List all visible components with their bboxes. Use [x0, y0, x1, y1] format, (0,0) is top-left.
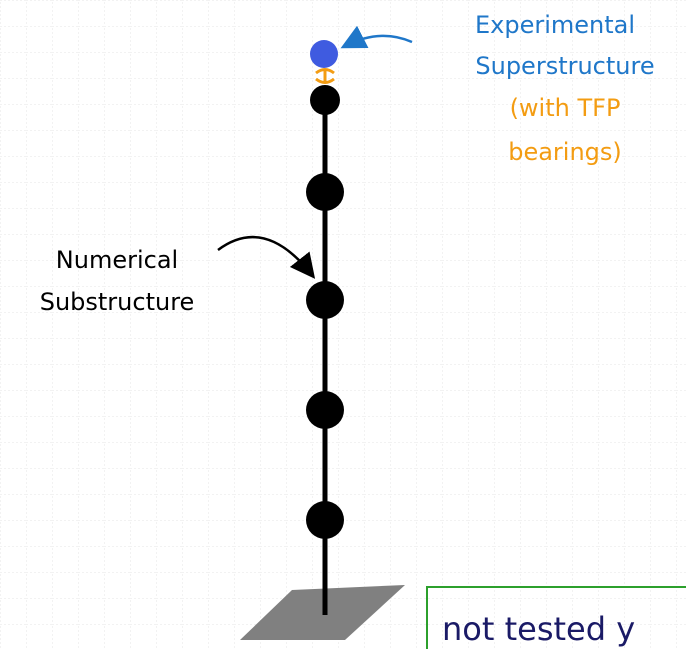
node — [306, 501, 344, 539]
arrow — [217, 235, 316, 279]
node — [306, 391, 344, 429]
node — [306, 173, 344, 211]
note: not tested y — [442, 610, 635, 648]
label: Substructure — [40, 288, 195, 316]
tfp-bearing — [315, 68, 335, 84]
label: Numerical — [56, 246, 178, 274]
arrow — [340, 25, 413, 49]
note-box — [426, 586, 686, 649]
experimental-mass — [310, 40, 338, 68]
label: (with TFP — [510, 94, 621, 122]
label: Superstructure — [475, 52, 654, 80]
label: bearings) — [508, 138, 622, 166]
node — [310, 85, 340, 115]
label: Experimental — [475, 11, 635, 39]
node — [306, 281, 344, 319]
